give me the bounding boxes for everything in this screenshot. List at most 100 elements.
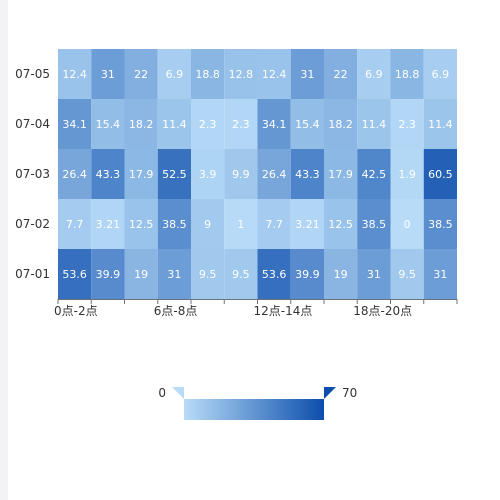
heatmap-cell[interactable] [157, 99, 191, 149]
heatmap-cell-label: 38.5 [428, 218, 453, 231]
heatmap-cell[interactable] [91, 99, 125, 149]
heatmap-cell[interactable] [58, 249, 92, 299]
heatmap-cell[interactable] [290, 99, 324, 149]
heatmap-cell-label: 2.3 [398, 118, 416, 131]
heatmap-cell[interactable] [224, 49, 258, 99]
heatmap-cell[interactable] [423, 49, 457, 99]
y-tick-label: 07-02 [15, 217, 50, 231]
heatmap-cell[interactable] [91, 249, 125, 299]
heatmap-cell-label: 18.2 [129, 118, 154, 131]
heatmap-cell[interactable] [157, 149, 191, 199]
heatmap-cell[interactable] [124, 249, 158, 299]
heatmap-cell-label: 12.4 [262, 68, 287, 81]
heatmap-cell[interactable] [124, 149, 158, 199]
visual-map-gradient-bar[interactable] [184, 399, 324, 420]
heatmap-cell[interactable] [224, 199, 258, 249]
heatmap-cell[interactable] [423, 99, 457, 149]
heatmap-cell[interactable] [390, 249, 424, 299]
heatmap-cell[interactable] [357, 249, 391, 299]
heatmap-cell[interactable] [324, 249, 358, 299]
heatmap-cell[interactable] [224, 99, 258, 149]
heatmap-cell-label: 39.9 [295, 268, 320, 281]
visual-map-max-handle[interactable] [324, 387, 336, 399]
heatmap-cell[interactable] [157, 199, 191, 249]
heatmap-cell[interactable] [257, 49, 291, 99]
heatmap-cell-label: 19 [134, 268, 148, 281]
heatmap-cell-label: 3.21 [96, 218, 121, 231]
heatmap-cell-label: 31 [433, 268, 447, 281]
heatmap-cell[interactable] [58, 49, 92, 99]
heatmap-cell-label: 9.5 [398, 268, 416, 281]
heatmap-cell-label: 6.9 [365, 68, 383, 81]
heatmap-cell[interactable] [357, 149, 391, 199]
heatmap-cell[interactable] [257, 99, 291, 149]
heatmap-cell[interactable] [423, 249, 457, 299]
heatmap-cell[interactable] [191, 149, 225, 199]
x-tick-label: 6点-8点 [154, 304, 198, 318]
heatmap-cell[interactable] [324, 149, 358, 199]
heatmap-cell[interactable] [157, 49, 191, 99]
heatmap-cell[interactable] [191, 99, 225, 149]
heatmap-cell[interactable] [324, 49, 358, 99]
heatmap-cell[interactable] [423, 199, 457, 249]
heatmap-cell[interactable] [58, 99, 92, 149]
heatmap-cell-label: 43.3 [96, 168, 121, 181]
heatmap-cell[interactable] [390, 199, 424, 249]
heatmap-cell[interactable] [423, 149, 457, 199]
heatmap-cell[interactable] [191, 49, 225, 99]
y-tick-label: 07-04 [15, 117, 50, 131]
heatmap-cell-label: 34.1 [62, 118, 87, 131]
heatmap-cell[interactable] [91, 49, 125, 99]
heatmap-cell[interactable] [58, 199, 92, 249]
heatmap-cell[interactable] [124, 49, 158, 99]
visual-map-min-label: 0 [158, 386, 166, 400]
heatmap-cell-label: 11.4 [162, 118, 187, 131]
heatmap-cell[interactable] [357, 49, 391, 99]
heatmap-cell[interactable] [290, 149, 324, 199]
visual-map-max-label: 70 [342, 386, 357, 400]
heatmap-cell-label: 22 [334, 68, 348, 81]
heatmap-cell-label: 12.5 [129, 218, 154, 231]
heatmap-cell-label: 19 [334, 268, 348, 281]
heatmap-cell[interactable] [224, 249, 258, 299]
heatmap-cell-label: 9.9 [232, 168, 250, 181]
heatmap-cell[interactable] [58, 149, 92, 199]
heatmap-cell-label: 18.8 [395, 68, 420, 81]
heatmap-cell-label: 15.4 [295, 118, 320, 131]
heatmap-cell[interactable] [324, 199, 358, 249]
heatmap-cell-label: 17.9 [328, 168, 353, 181]
heatmap-cell[interactable] [290, 49, 324, 99]
heatmap-cell[interactable] [290, 249, 324, 299]
heatmap-cell[interactable] [257, 149, 291, 199]
heatmap-cell-label: 1 [237, 218, 244, 231]
y-axis: 07-01 07-02 07-03 07-04 07-05 [15, 67, 50, 281]
heatmap-cell[interactable] [157, 249, 191, 299]
heatmap-cell[interactable] [191, 199, 225, 249]
heatmap-cell[interactable] [390, 99, 424, 149]
heatmap-cell[interactable] [357, 99, 391, 149]
heatmap-cell[interactable] [290, 199, 324, 249]
heatmap-cell[interactable] [257, 199, 291, 249]
heatmap-cell[interactable] [257, 249, 291, 299]
heatmap-cell[interactable] [324, 99, 358, 149]
heatmap-cell-label: 22 [134, 68, 148, 81]
heatmap-cell[interactable] [357, 199, 391, 249]
heatmap-cell-label: 6.9 [166, 68, 184, 81]
heatmap-cell-label: 7.7 [265, 218, 283, 231]
heatmap-cell[interactable] [390, 49, 424, 99]
heatmap-cells [58, 49, 457, 299]
heatmap-cell-label: 31 [367, 268, 381, 281]
visual-map-min-handle[interactable] [172, 387, 184, 399]
heatmap-cell-label: 1.9 [398, 168, 416, 181]
visual-map-legend[interactable]: 0 70 [158, 386, 357, 420]
heatmap-cell[interactable] [124, 99, 158, 149]
heatmap-cell[interactable] [91, 199, 125, 249]
heatmap-cell[interactable] [390, 149, 424, 199]
heatmap-cell[interactable] [191, 249, 225, 299]
heatmap-cell[interactable] [224, 149, 258, 199]
heatmap-cell[interactable] [124, 199, 158, 249]
heatmap-cell-labels: 53.6 39.9 19 31 9.5 9.5 53.6 39.9 19 31 9.5 317.7 3.… [62, 68, 452, 281]
heatmap-cell-label: 3.21 [295, 218, 320, 231]
heatmap-cell[interactable] [91, 149, 125, 199]
y-tick-label: 07-05 [15, 67, 50, 81]
